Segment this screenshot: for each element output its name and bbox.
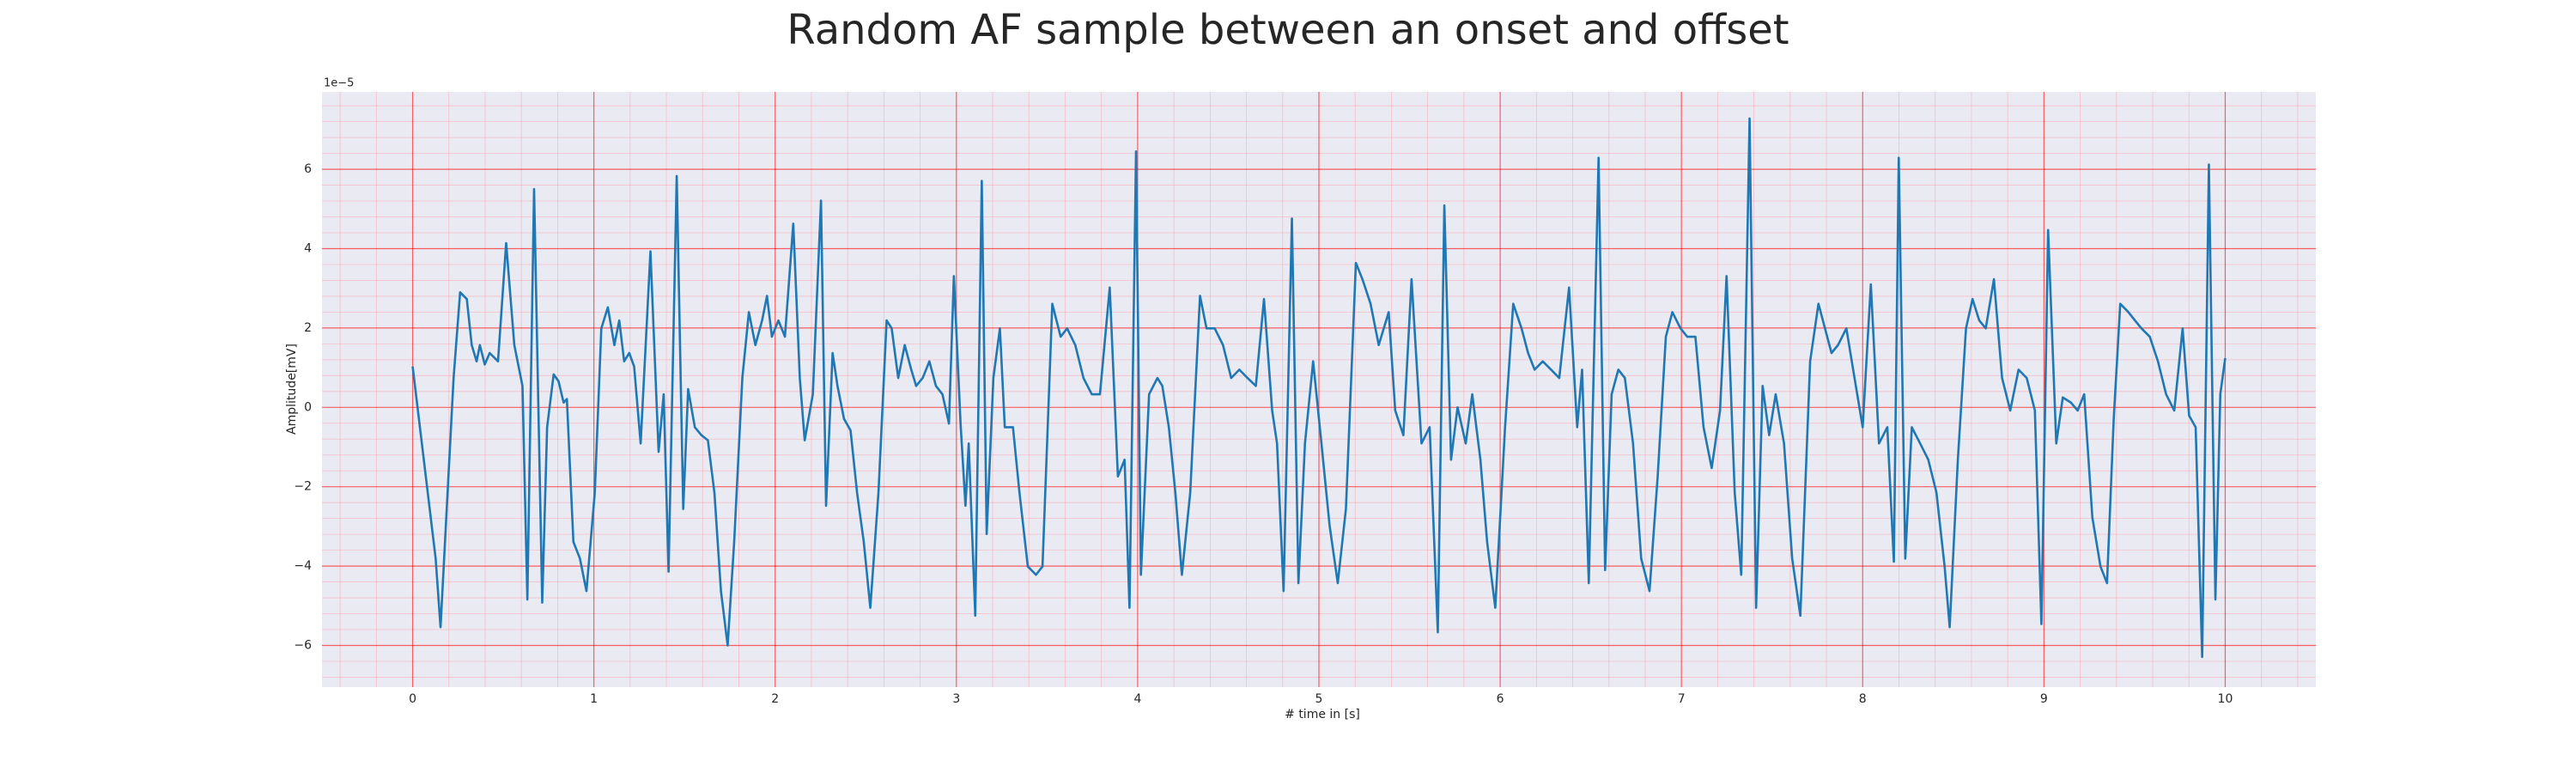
y-tick-label: 0 [304, 400, 312, 414]
x-tick-label: 10 [2218, 692, 2233, 706]
x-tick-label: 9 [2040, 692, 2048, 706]
x-axis-label: # time in [s] [1285, 708, 1360, 721]
x-tick-label: 2 [771, 692, 779, 706]
y-tick-label: 6 [304, 162, 312, 176]
x-tick-label: 7 [1678, 692, 1686, 706]
y-axis-label: Amplitude[mV] [285, 344, 299, 435]
signal-line [411, 117, 2227, 659]
x-tick-label: 6 [1497, 692, 1504, 706]
x-tick-label: 5 [1315, 692, 1323, 706]
x-tick-label: 3 [952, 692, 960, 706]
y-tick-label: −2 [294, 480, 312, 494]
y-tick-label: 2 [304, 321, 312, 335]
x-tick-label: 1 [590, 692, 598, 706]
marks [411, 117, 2227, 659]
chart-title: Random AF sample between an onset and of… [787, 6, 1789, 54]
x-tick-label: 4 [1133, 692, 1141, 706]
x-tick-label: 0 [409, 692, 416, 706]
y-tick-label: −6 [294, 638, 312, 652]
x-tick-label: 8 [1859, 692, 1867, 706]
y-tick-label: −4 [294, 559, 312, 573]
y-tick-label: 4 [304, 241, 312, 255]
y-offset-label: 1e−5 [324, 77, 354, 90]
